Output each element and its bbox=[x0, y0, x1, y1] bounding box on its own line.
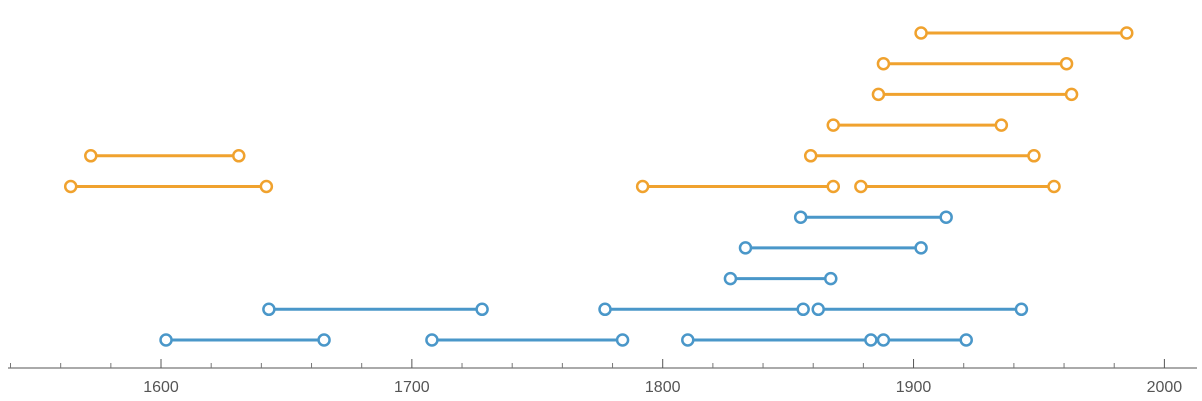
interval-endpoint bbox=[871, 87, 886, 102]
interval-endpoint bbox=[793, 210, 808, 224]
interval-endpoint bbox=[876, 333, 891, 347]
interval-endpoint bbox=[598, 302, 612, 317]
interval-endpoint bbox=[1059, 56, 1074, 71]
interval-endpoint bbox=[826, 179, 841, 194]
interval-endpoint bbox=[1047, 179, 1061, 194]
interval-endpoint bbox=[1014, 302, 1029, 317]
interval-endpoint bbox=[864, 333, 878, 347]
interval-endpoint bbox=[854, 179, 868, 194]
interval-endpoint bbox=[914, 26, 928, 40]
interval-endpoint bbox=[826, 118, 841, 132]
interval-endpoint bbox=[994, 118, 1009, 132]
interval-endpoint bbox=[811, 302, 825, 317]
x-tick-label: 1700 bbox=[394, 379, 430, 396]
interval-endpoint bbox=[262, 302, 276, 317]
interval-endpoint bbox=[259, 179, 274, 194]
x-tick-label: 2000 bbox=[1147, 379, 1183, 396]
interval-endpoint bbox=[1120, 26, 1134, 40]
interval-endpoint bbox=[475, 302, 489, 317]
interval-endpoint bbox=[796, 302, 810, 317]
interval-endpoint bbox=[1027, 149, 1041, 163]
interval-endpoint bbox=[232, 149, 246, 163]
interval-endpoint bbox=[723, 271, 738, 286]
interval-endpoint bbox=[803, 149, 818, 163]
interval-endpoint bbox=[876, 56, 891, 71]
interval-endpoint bbox=[1064, 87, 1079, 102]
interval-endpoint bbox=[914, 241, 928, 255]
interval-endpoint bbox=[824, 271, 838, 286]
interval-endpoint bbox=[939, 210, 953, 224]
interval-endpoint bbox=[635, 179, 650, 194]
interval-endpoint bbox=[615, 333, 630, 347]
interval-endpoint bbox=[63, 179, 78, 194]
interval-endpoint bbox=[159, 333, 173, 347]
interval-endpoint bbox=[84, 149, 98, 163]
x-tick-label: 1600 bbox=[143, 379, 179, 396]
interval-endpoint bbox=[959, 333, 973, 347]
interval-endpoint bbox=[681, 333, 695, 347]
x-tick-label: 1800 bbox=[645, 379, 681, 396]
interval-endpoint bbox=[317, 333, 331, 347]
x-tick-label: 1900 bbox=[896, 379, 932, 396]
interval-endpoint bbox=[425, 333, 439, 347]
interval-endpoint bbox=[738, 241, 753, 255]
